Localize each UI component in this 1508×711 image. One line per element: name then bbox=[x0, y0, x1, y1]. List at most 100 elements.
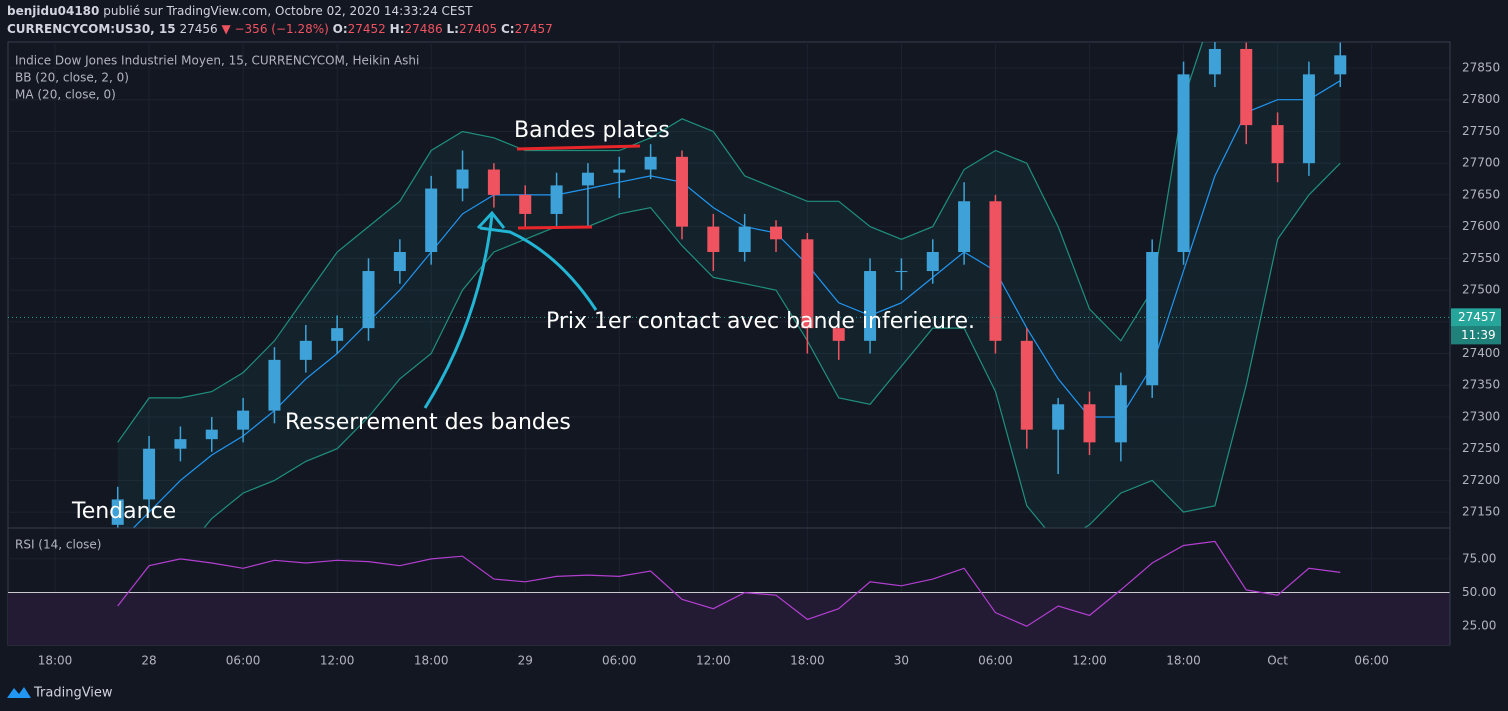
y-tick-label: 50.00 bbox=[1462, 585, 1496, 599]
candle-body bbox=[1114, 385, 1127, 443]
countdown-tag bbox=[1451, 326, 1501, 345]
last-price-label: 27457 bbox=[1458, 310, 1496, 324]
candle-body bbox=[801, 239, 814, 329]
candle-body bbox=[1334, 55, 1347, 75]
candle-body bbox=[487, 169, 500, 195]
x-tick-label: 18:00 bbox=[790, 654, 825, 668]
y-tick-label: 27650 bbox=[1462, 187, 1500, 201]
symbol: CURRENCYCOM:US30, 15 bbox=[7, 22, 176, 36]
candle-body bbox=[989, 201, 1002, 341]
change: ▼ −356 (−1.28%) bbox=[221, 22, 329, 36]
candle-body bbox=[832, 328, 845, 341]
arrow bbox=[479, 226, 598, 311]
candle-body bbox=[425, 188, 438, 253]
candle-body bbox=[1302, 74, 1315, 164]
x-tick-label: 06:00 bbox=[1354, 654, 1389, 668]
y-tick-label: 27300 bbox=[1462, 409, 1500, 423]
candle-body bbox=[1177, 74, 1190, 253]
bb-lower bbox=[203, 162, 1341, 528]
candle-body bbox=[864, 271, 877, 341]
candle-body bbox=[644, 156, 657, 170]
candle-body bbox=[895, 271, 908, 273]
candle-body bbox=[675, 156, 688, 227]
annotations: Bandes plates Prix 1er contact avec band… bbox=[71, 118, 975, 524]
y-tick-label: 27250 bbox=[1462, 441, 1500, 455]
x-tick-label: 29 bbox=[518, 654, 533, 668]
candle-body bbox=[926, 252, 939, 272]
candle-body bbox=[362, 271, 375, 329]
candle-body bbox=[393, 252, 406, 272]
candle-body bbox=[958, 201, 971, 253]
header-line: CURRENCYCOM:US30, 15 27456 ▼ −356 (−1.28… bbox=[7, 22, 553, 36]
y-tick-label: 27150 bbox=[1462, 505, 1500, 519]
candle-body bbox=[143, 448, 156, 500]
y-tick-label: 27500 bbox=[1462, 283, 1500, 297]
candle-body bbox=[738, 226, 751, 253]
y-tick-label: 27750 bbox=[1462, 124, 1500, 138]
candle-body bbox=[268, 359, 281, 411]
countdown-label: 11:39 bbox=[1461, 328, 1496, 342]
y-tick-label: 25.00 bbox=[1462, 619, 1496, 633]
annotation: Tendance bbox=[71, 499, 176, 524]
last-price-tag bbox=[1451, 308, 1501, 327]
x-tick-label: 06:00 bbox=[226, 654, 261, 668]
legend-entry: RSI (14, close) bbox=[15, 538, 101, 552]
candle-body bbox=[111, 499, 124, 525]
main-pane bbox=[111, 42, 1347, 528]
x-tick-label: 18:00 bbox=[38, 654, 73, 668]
ma-line bbox=[132, 80, 1341, 528]
flat-band-line bbox=[517, 225, 593, 230]
axes: 18:00 28 06:00 12:00 18:00 29 06:00 12:00 18:00 3… bbox=[8, 61, 1501, 668]
x-tick-label: 28 bbox=[141, 654, 156, 668]
last: 27456 bbox=[179, 22, 218, 36]
x-tick-label: 06:00 bbox=[602, 654, 637, 668]
candle-body bbox=[1052, 404, 1065, 430]
x-tick-label: 12:00 bbox=[1072, 654, 1107, 668]
brand: TradingView bbox=[33, 686, 113, 701]
legend-entry: Indice Dow Jones Industriel Moyen, 15, C… bbox=[15, 54, 419, 68]
ohlc-label: H: bbox=[389, 22, 405, 36]
candle-body bbox=[707, 226, 720, 253]
y-tick-label: 27850 bbox=[1462, 61, 1500, 75]
candle-body bbox=[550, 185, 563, 214]
x-tick-label: 18:00 bbox=[414, 654, 449, 668]
ohlc-value: 27405 bbox=[458, 22, 498, 36]
candle-body bbox=[299, 340, 312, 360]
published: publié sur TradingView.com, Octobre 02, … bbox=[103, 4, 473, 18]
ohlc-label: L: bbox=[446, 22, 459, 36]
annotation: Resserrement des bandes bbox=[285, 410, 571, 435]
user[interactable]: benjidu04180 bbox=[7, 4, 100, 18]
candle-body bbox=[581, 172, 594, 186]
annotation: Prix 1er contact avec bande inferieure. bbox=[546, 309, 975, 334]
x-tick-label: 30 bbox=[894, 654, 909, 668]
logo-icon bbox=[7, 687, 31, 698]
x-tick-label: Oct bbox=[1267, 654, 1288, 668]
candle-body bbox=[1083, 404, 1096, 443]
candle-body bbox=[1271, 125, 1284, 164]
ohlc-value: 27486 bbox=[404, 22, 443, 36]
rsi-pane bbox=[8, 540, 1450, 645]
rsi-line bbox=[117, 540, 1341, 627]
header-line: benjidu04180 publié sur TradingView.com,… bbox=[7, 4, 472, 18]
candle-body bbox=[1240, 48, 1253, 126]
plot-frame bbox=[7, 41, 1451, 646]
candle-body bbox=[519, 194, 532, 214]
y-tick-label: 27350 bbox=[1462, 378, 1500, 392]
x-tick-label: 12:00 bbox=[696, 654, 731, 668]
x-tick-label: 12:00 bbox=[320, 654, 355, 668]
ohlc-value: 27457 bbox=[514, 22, 553, 36]
y-tick-label: 27800 bbox=[1462, 92, 1500, 106]
x-tick-label: 06:00 bbox=[978, 654, 1013, 668]
candle-body bbox=[456, 169, 469, 189]
flat-band-line bbox=[516, 144, 641, 151]
candle-body bbox=[613, 169, 626, 173]
candle-body bbox=[331, 328, 344, 341]
x-tick-label: 18:00 bbox=[1166, 654, 1201, 668]
annotation: Bandes plates bbox=[514, 118, 670, 143]
candle-body bbox=[1020, 340, 1033, 430]
candle-body bbox=[1208, 48, 1221, 75]
y-tick-label: 75.00 bbox=[1462, 551, 1496, 565]
candle-body bbox=[1146, 252, 1159, 386]
